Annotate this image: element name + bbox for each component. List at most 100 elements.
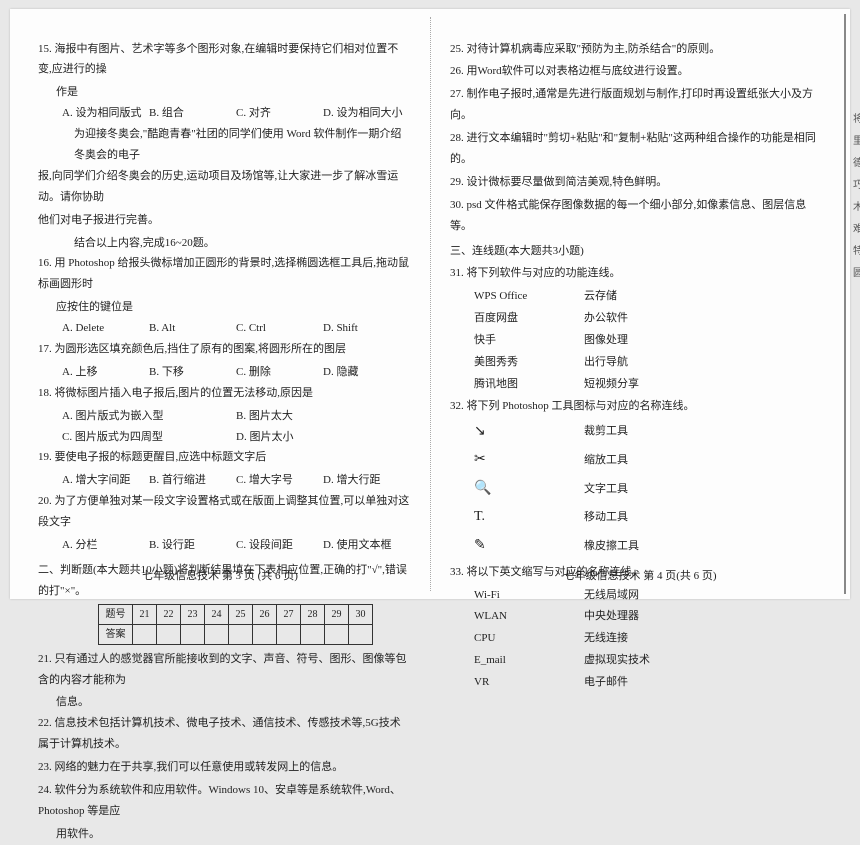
match-pair: CPU无线连接 xyxy=(450,628,822,649)
match-key: WLAN xyxy=(474,606,584,627)
tool-label: 裁剪工具 xyxy=(584,421,822,442)
exam-paper: 15. 海报中有图片、艺术字等多个图形对象,在编辑时要保持它们相对位置不变,应进… xyxy=(10,9,850,599)
q21: 21. 只有通过人的感觉器官所能接收到的文字、声音、符号、图形、图像等包含的内容… xyxy=(38,649,410,691)
match-pair: 快手图像处理 xyxy=(450,330,822,351)
page-footer-left: 七年级信息技术 第 3 页 (共 6 页) xyxy=(10,566,430,587)
opt: D. 使用文本框 xyxy=(323,535,410,556)
icon-pair: T.移动工具 xyxy=(450,504,822,531)
match-val: 图像处理 xyxy=(584,330,822,351)
match-pair: VR电子邮件 xyxy=(450,672,822,693)
match-val: 中央处理器 xyxy=(584,606,822,627)
match-val: 办公软件 xyxy=(584,308,822,329)
cell: 28 xyxy=(301,604,325,624)
match-val: 电子邮件 xyxy=(584,672,822,693)
opt: B. 设行距 xyxy=(149,535,236,556)
opt: A. 设为相同版式 xyxy=(62,103,149,124)
cell: 27 xyxy=(277,604,301,624)
q16: 16. 用 Photoshop 给报头微标增加正圆形的背景时,选择椭圆选框工具后… xyxy=(38,253,410,295)
q21b: 信息。 xyxy=(38,692,410,713)
opt: C. 图片版式为四周型 xyxy=(62,427,236,448)
tool-icon: T. xyxy=(474,504,584,531)
q20-options: A. 分栏 B. 设行距 C. 设段间距 D. 使用文本框 xyxy=(38,535,410,556)
cell: 26 xyxy=(253,604,277,624)
q20: 20. 为了方便单独对某一段文字设置格式或在版面上调整其位置,可以单独对这段文字 xyxy=(38,491,410,533)
match-pair: 美图秀秀出行导航 xyxy=(450,352,822,373)
q23: 23. 网络的魅力在于共享,我们可以任意使用或转发网上的信息。 xyxy=(38,757,410,778)
opt: B. Alt xyxy=(149,318,236,339)
q31: 31. 将下列软件与对应的功能连线。 xyxy=(450,263,822,284)
table-row: 题号 21 22 23 24 25 26 27 28 29 30 xyxy=(99,604,373,624)
q27: 27. 制作电子报时,通常是先进行版面规划与制作,打印时再设置纸张大小及方向。 xyxy=(450,84,822,126)
match-pair: E_mail虚拟现实技术 xyxy=(450,650,822,671)
opt: A. 图片版式为嵌入型 xyxy=(62,406,236,427)
icon-pair: ↘裁剪工具 xyxy=(450,419,822,446)
q16-options: A. Delete B. Alt C. Ctrl D. Shift xyxy=(38,318,410,339)
q18: 18. 将微标图片插入电子报后,图片的位置无法移动,原因是 xyxy=(38,383,410,404)
q29: 29. 设计微标要尽量做到简洁美观,特色鲜明。 xyxy=(450,172,822,193)
icon-pair: 🔍文字工具 xyxy=(450,476,822,503)
answer-table: 题号 21 22 23 24 25 26 27 28 29 30 答案 xyxy=(98,604,373,645)
side-char: 特 xyxy=(851,241,860,263)
opt: C. 删除 xyxy=(236,362,323,383)
tool-label: 缩放工具 xyxy=(584,450,822,471)
match-pair: 腾讯地图短视频分享 xyxy=(450,374,822,395)
side-char: 难 xyxy=(851,219,860,241)
q16b: 应按住的键位是 xyxy=(38,297,410,318)
opt: C. 增大字号 xyxy=(236,470,323,491)
match-key: 快手 xyxy=(474,330,584,351)
match-val: 虚拟现实技术 xyxy=(584,650,822,671)
match-val: 无线局域网 xyxy=(584,585,822,606)
opt: C. 设段间距 xyxy=(236,535,323,556)
opt: B. 首行缩进 xyxy=(149,470,236,491)
q25: 25. 对待计算机病毒应采取"预防为主,防杀结合"的原则。 xyxy=(450,39,822,60)
opt: C. Ctrl xyxy=(236,318,323,339)
match-key: CPU xyxy=(474,628,584,649)
q18-options-1: A. 图片版式为嵌入型 B. 图片太大 xyxy=(38,406,410,427)
cell: 24 xyxy=(205,604,229,624)
match-key: 百度网盘 xyxy=(474,308,584,329)
opt: D. 隐藏 xyxy=(323,362,410,383)
intro-line: 他们对电子报进行完善。 xyxy=(38,210,410,231)
table-row: 答案 xyxy=(99,624,373,644)
q19: 19. 要使电子报的标题更醒目,应选中标题文字后 xyxy=(38,447,410,468)
side-char: 将 xyxy=(851,109,860,131)
match-key: 腾讯地图 xyxy=(474,374,584,395)
page-footer-right: 七年级信息技术 第 4 页(共 6 页) xyxy=(430,566,850,587)
match-pair: WLAN中央处理器 xyxy=(450,606,822,627)
q26: 26. 用Word软件可以对表格边框与底纹进行设置。 xyxy=(450,61,822,82)
section-3-title: 三、连线题(本大题共3小题) xyxy=(450,241,822,262)
left-column: 15. 海报中有图片、艺术字等多个图形对象,在编辑时要保持它们相对位置不变,应进… xyxy=(10,9,430,599)
q17-options: A. 上移 B. 下移 C. 删除 D. 隐藏 xyxy=(38,362,410,383)
intro-line: 报,向同学们介绍冬奥会的历史,运动项目及场馆等,让大家进一步了解冰雪运动。请你协… xyxy=(38,166,410,208)
match-pair: WPS Office云存储 xyxy=(450,286,822,307)
match-key: VR xyxy=(474,672,584,693)
opt: D. Shift xyxy=(323,318,410,339)
opt: B. 下移 xyxy=(149,362,236,383)
side-char: 木 xyxy=(851,197,860,219)
opt: A. 增大字间距 xyxy=(62,470,149,491)
opt: A. Delete xyxy=(62,318,149,339)
match-val: 云存储 xyxy=(584,286,822,307)
match-key: 美图秀秀 xyxy=(474,352,584,373)
opt: A. 上移 xyxy=(62,362,149,383)
q24: 24. 软件分为系统软件和应用软件。Windows 10、安卓等是系统软件,Wo… xyxy=(38,780,410,822)
icon-pair: ✂缩放工具 xyxy=(450,447,822,474)
cell: 22 xyxy=(157,604,181,624)
q22: 22. 信息技术包括计算机技术、微电子技术、通信技术、传感技术等,5G技术属于计… xyxy=(38,713,410,755)
side-char: 德 xyxy=(851,153,860,175)
cell: 答案 xyxy=(99,624,133,644)
q15b: 作是 xyxy=(38,82,410,103)
tool-icon: ✎ xyxy=(474,533,584,560)
match-pair: Wi-Fi无线局域网 xyxy=(450,585,822,606)
match-val: 无线连接 xyxy=(584,628,822,649)
side-char: 圆 xyxy=(851,263,860,285)
intro-line: 结合以上内容,完成16~20题。 xyxy=(38,233,410,254)
right-column: 25. 对待计算机病毒应采取"预防为主,防杀结合"的原则。 26. 用Word软… xyxy=(430,9,850,599)
opt: B. 组合 xyxy=(149,103,236,124)
cell: 21 xyxy=(133,604,157,624)
match-key: E_mail xyxy=(474,650,584,671)
cell: 23 xyxy=(181,604,205,624)
tool-label: 橡皮擦工具 xyxy=(584,536,822,557)
q15: 15. 海报中有图片、艺术字等多个图形对象,在编辑时要保持它们相对位置不变,应进… xyxy=(38,39,410,81)
q32: 32. 将下列 Photoshop 工具图标与对应的名称连线。 xyxy=(450,396,822,417)
